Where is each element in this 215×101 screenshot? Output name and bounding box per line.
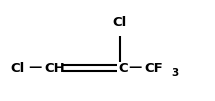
Text: —: — [128,62,141,75]
Text: CH: CH [44,62,65,75]
Text: C: C [118,62,128,75]
Text: Cl: Cl [10,62,24,75]
Text: 3: 3 [171,68,178,78]
Text: CF: CF [144,62,163,75]
Text: —: — [28,62,41,75]
Text: Cl: Cl [112,15,126,28]
